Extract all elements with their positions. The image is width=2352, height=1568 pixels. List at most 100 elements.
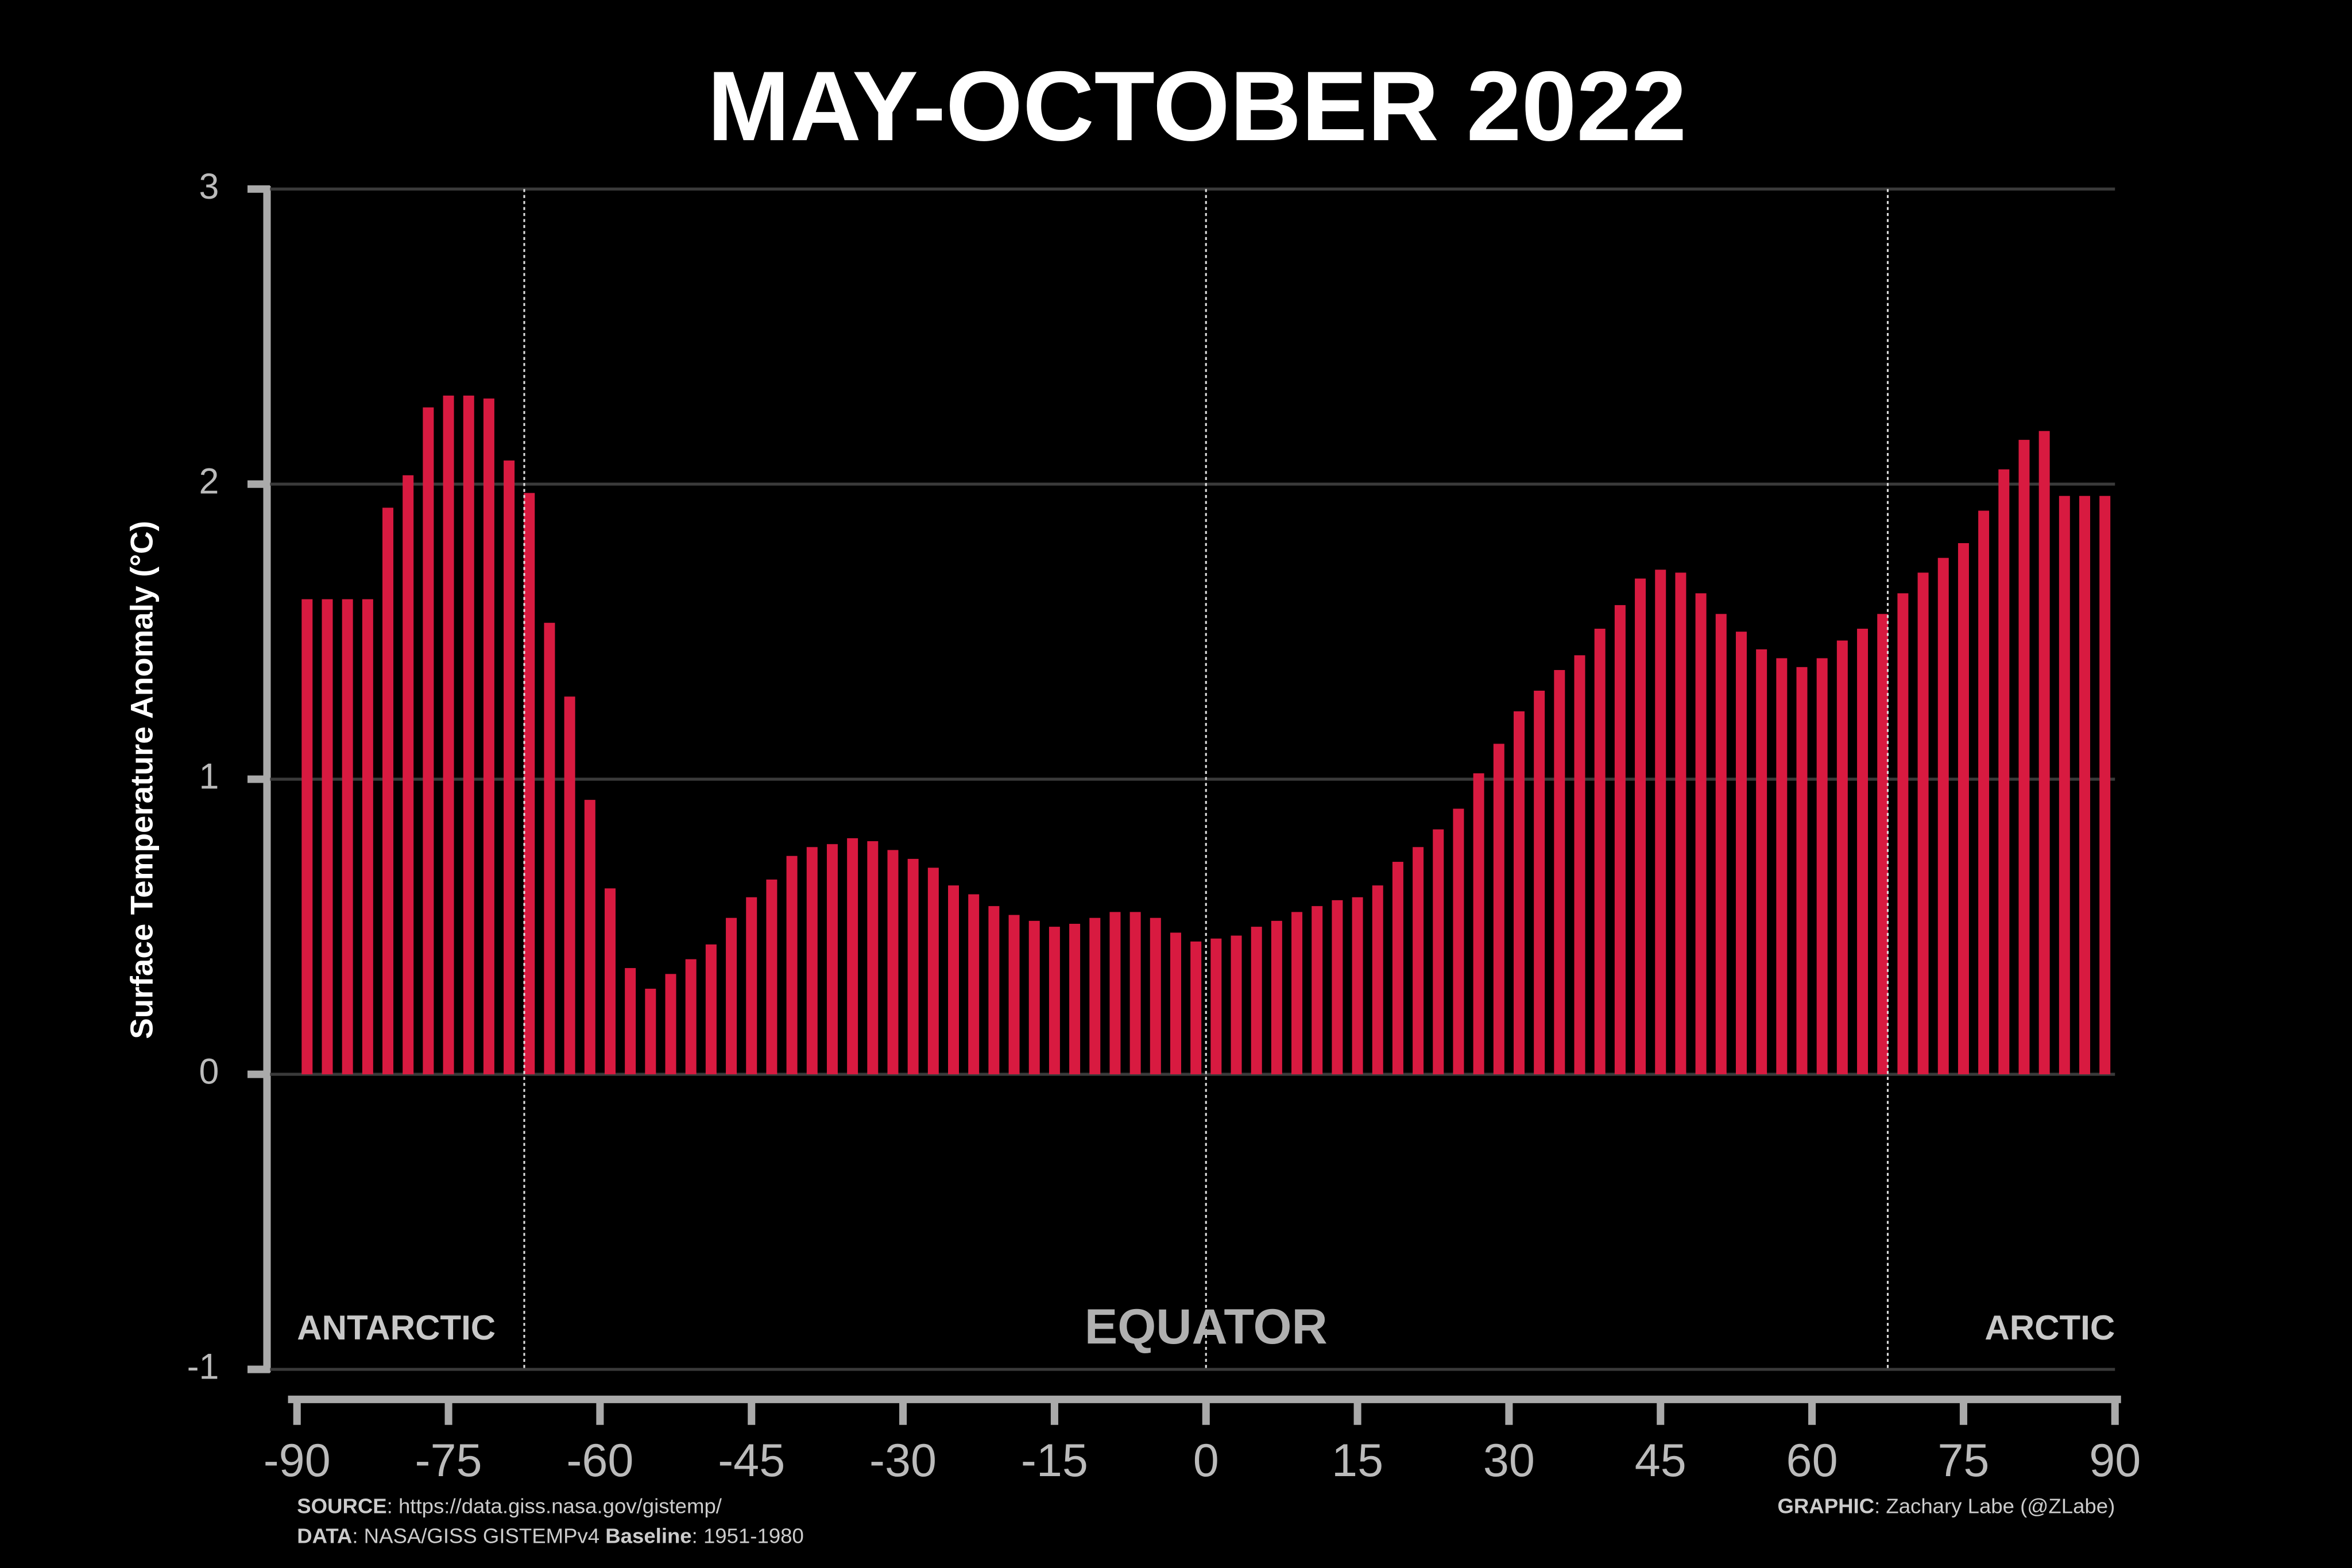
graphic-label: GRAPHIC (1777, 1494, 1874, 1517)
bar (301, 599, 313, 1075)
bar (665, 974, 676, 1075)
region-label: EQUATOR (1085, 1299, 1328, 1354)
bar (1392, 862, 1403, 1075)
bar (1129, 912, 1141, 1075)
bar (1453, 808, 1464, 1075)
bar (1756, 649, 1767, 1075)
bar (847, 838, 858, 1075)
bar (1857, 629, 1869, 1075)
graphic-text: : Zachary Labe (@ZLabe) (1874, 1494, 2115, 1517)
x-tick-label: -45 (718, 1435, 785, 1486)
bar (524, 493, 535, 1075)
bar (746, 897, 757, 1075)
bar (1836, 640, 1848, 1075)
baseline-text: : 1951-1980 (692, 1524, 804, 1547)
bar (1271, 920, 1282, 1075)
bar (443, 395, 454, 1075)
bar (382, 508, 394, 1075)
bar (1008, 915, 1020, 1075)
bar (1998, 469, 2010, 1075)
data-label: DATA (297, 1524, 352, 1547)
bar (988, 906, 1000, 1075)
bar (887, 850, 899, 1075)
bar (1655, 570, 1666, 1075)
x-tick-label: -15 (1021, 1435, 1088, 1486)
bar (907, 858, 919, 1075)
data-note: DATA: NASA/GISS GISTEMPv4 Baseline: 1951… (297, 1524, 804, 1547)
bar (1897, 593, 1909, 1075)
bar (645, 989, 656, 1075)
bar (1190, 941, 1202, 1075)
bar (1291, 912, 1303, 1075)
bar (2018, 440, 2030, 1075)
bar (1735, 632, 1747, 1075)
bar (1170, 932, 1181, 1075)
bar (1715, 614, 1727, 1075)
x-tick-label: 30 (1483, 1435, 1535, 1486)
bar (544, 622, 555, 1075)
bar (1695, 593, 1707, 1075)
x-tick-label: 90 (2089, 1435, 2141, 1486)
x-tick-label: -60 (566, 1435, 633, 1486)
bar (1594, 629, 1606, 1075)
bar (1049, 927, 1060, 1075)
bar (685, 959, 697, 1075)
bar (826, 844, 838, 1075)
bar (2099, 495, 2111, 1075)
x-tick-label: 60 (1786, 1435, 1838, 1486)
bar (1958, 543, 1969, 1075)
x-tick-label: 75 (1937, 1435, 1989, 1486)
x-tick-label: 0 (1193, 1435, 1219, 1486)
bar (2079, 495, 2090, 1075)
x-tick-label: 45 (1635, 1435, 1686, 1486)
bar (766, 879, 777, 1075)
y-tick-label: 2 (199, 462, 219, 502)
bar (362, 599, 373, 1075)
bar (1372, 885, 1383, 1075)
bar (968, 894, 980, 1075)
x-tick-label: 15 (1332, 1435, 1383, 1486)
bar (1776, 658, 1788, 1075)
y-tick-label: 0 (199, 1052, 219, 1092)
region-label: ANTARCTIC (297, 1308, 496, 1347)
bar (1251, 927, 1262, 1075)
bar (1877, 614, 1889, 1075)
y-tick-label: 3 (199, 167, 219, 207)
bar (1433, 829, 1444, 1075)
bar (463, 395, 474, 1075)
y-tick-label: 1 (199, 757, 219, 797)
bar (1332, 900, 1343, 1075)
bar (423, 407, 434, 1075)
bar (1413, 847, 1424, 1075)
bar (867, 841, 879, 1075)
region-label: ARCTIC (1984, 1308, 2115, 1347)
chart-title: MAY-OCTOBER 2022 (707, 51, 1686, 161)
bar (1534, 690, 1545, 1075)
x-tick-label: -75 (415, 1435, 482, 1486)
bar (806, 847, 818, 1075)
bar (1312, 906, 1323, 1075)
bar (342, 599, 353, 1075)
bar (584, 800, 595, 1075)
bar (1352, 897, 1363, 1075)
bar (1796, 667, 1808, 1075)
bar (1554, 669, 1565, 1075)
bar (1675, 572, 1686, 1075)
bar (1150, 917, 1161, 1075)
bar (2038, 431, 2050, 1075)
bar (1069, 923, 1081, 1075)
bar (1210, 938, 1222, 1075)
bar (927, 868, 939, 1075)
bar (1089, 917, 1101, 1075)
bar (1635, 578, 1646, 1075)
source-note: SOURCE: https://data.giss.nasa.gov/giste… (297, 1494, 722, 1517)
bar (504, 460, 515, 1075)
bar (1028, 920, 1040, 1075)
bar (1978, 510, 1990, 1075)
data-text: : NASA/GISS GISTEMPv4 (352, 1524, 605, 1547)
bar (1937, 557, 1949, 1075)
bar (705, 944, 717, 1075)
bar (1574, 655, 1585, 1075)
bar (1514, 711, 1525, 1075)
